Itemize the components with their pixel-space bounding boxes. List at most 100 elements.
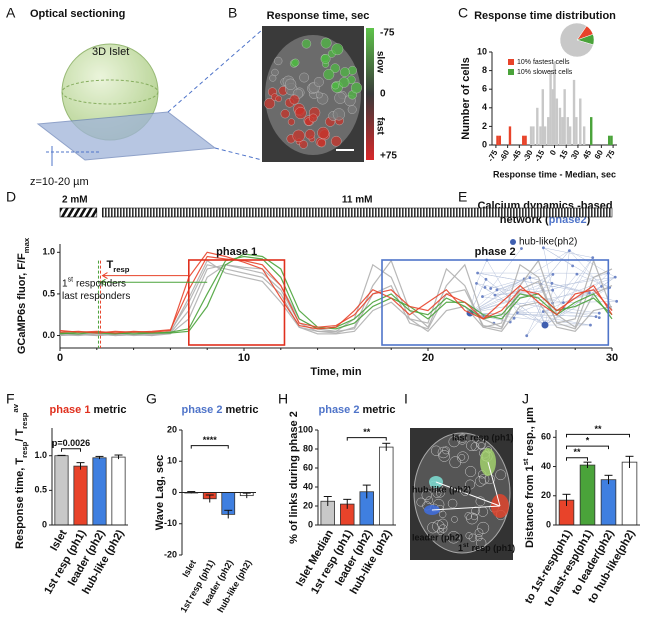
cell	[271, 68, 279, 77]
y-axis-label: % of links during phase 2	[288, 411, 300, 544]
y-tick-label: 6	[482, 84, 487, 94]
cell	[448, 436, 460, 448]
phase-label: phase 1	[216, 246, 257, 258]
color-bar-label: +75	[380, 151, 397, 162]
chart-title: phase 2 metric	[319, 404, 396, 416]
cell	[317, 126, 330, 139]
y-tick-label: 2	[482, 121, 487, 131]
color-bar	[366, 28, 374, 160]
y-axis-label: Response time, Tresp/ Trespav	[11, 403, 29, 549]
text-part: T	[106, 259, 113, 271]
y-tick-label: 60	[541, 432, 551, 442]
stimulus-label: 11 mM	[342, 195, 373, 206]
text-part: 1	[62, 278, 68, 289]
network-edge	[490, 248, 522, 289]
network-node	[495, 288, 499, 292]
connector	[214, 147, 263, 161]
bar	[600, 479, 617, 526]
y-tick-label: 1.0	[42, 247, 55, 257]
network-node	[483, 286, 487, 289]
network-edge	[529, 277, 617, 302]
cell	[471, 506, 480, 516]
text-part: resp	[20, 441, 29, 458]
network-edge	[552, 290, 565, 309]
x-tick-label: 0	[57, 352, 63, 364]
cell	[320, 54, 331, 64]
cell	[315, 91, 323, 99]
network-node	[594, 315, 598, 319]
cell	[339, 67, 350, 78]
significance-bracket	[566, 433, 630, 438]
network-edge	[469, 277, 530, 314]
y-tick-label: 80	[303, 443, 313, 453]
color-bar-label: slow	[374, 51, 385, 73]
network-node	[476, 271, 479, 275]
y-tick-label: 0	[172, 487, 177, 497]
x-axis-label: Response time - Median, sec	[493, 169, 616, 179]
x-tick-label: 20	[422, 352, 434, 364]
network-node	[542, 246, 545, 250]
text-part: metric	[362, 404, 395, 416]
trace	[59, 251, 613, 334]
y-tick-label: 0.0	[42, 330, 55, 340]
image-label: hub-like (ph2)	[412, 484, 471, 494]
text-part: phase 1	[50, 404, 91, 416]
cell	[301, 39, 312, 49]
cell	[456, 451, 469, 464]
bar	[563, 89, 566, 145]
legend-label: 10% fastest cells	[517, 59, 570, 66]
y-tick-label: 40	[303, 481, 313, 491]
significance-bracket	[346, 437, 387, 441]
sphere-equator	[61, 79, 159, 105]
bar	[496, 135, 499, 145]
cell	[274, 56, 283, 66]
chart-title: phase 1 metric	[50, 404, 127, 416]
network-node	[493, 293, 497, 297]
network-node	[589, 323, 592, 327]
cell	[447, 531, 460, 544]
panel-title: Optical sectioning	[30, 8, 125, 20]
cell	[347, 105, 357, 114]
cell	[320, 37, 332, 49]
cells	[264, 37, 363, 149]
x-tick-label: -45	[509, 148, 523, 163]
significance-label: *	[586, 435, 590, 445]
legend-label: hub-like(ph2)	[519, 237, 577, 248]
bar	[54, 455, 69, 526]
cell	[442, 446, 450, 455]
bar	[582, 126, 586, 145]
trace	[59, 259, 613, 337]
network-node	[512, 316, 516, 320]
tresp-label: Tresp	[106, 259, 129, 274]
cell	[449, 456, 462, 469]
network-edge	[477, 272, 590, 294]
cell	[475, 534, 483, 542]
cell	[438, 450, 451, 462]
bar	[522, 135, 525, 145]
stimulus-bar	[102, 207, 613, 218]
cell	[264, 98, 276, 110]
cell	[470, 513, 478, 521]
cell	[292, 129, 305, 143]
bar	[529, 126, 533, 145]
network-node	[551, 288, 555, 292]
network-node	[561, 301, 565, 305]
bar	[553, 61, 556, 145]
trace	[59, 259, 613, 337]
bar	[92, 457, 107, 526]
panel-letter: I	[404, 391, 408, 407]
cell	[284, 78, 297, 90]
text-part: Distance from 1	[524, 465, 536, 548]
x-tick-label: 10	[238, 352, 250, 364]
color-bar-label: fast	[374, 117, 385, 135]
text-part: st	[521, 458, 530, 465]
y-tick-label: -20	[164, 549, 177, 559]
x-tick-label: 30	[569, 148, 582, 161]
bar	[621, 461, 638, 526]
text-part: metric	[93, 404, 126, 416]
y-tick-label: 10	[477, 46, 487, 56]
x-tick-label: 60	[593, 148, 606, 161]
network-node	[515, 311, 519, 315]
bar	[561, 117, 564, 145]
y-tick-label: 0	[42, 519, 47, 529]
